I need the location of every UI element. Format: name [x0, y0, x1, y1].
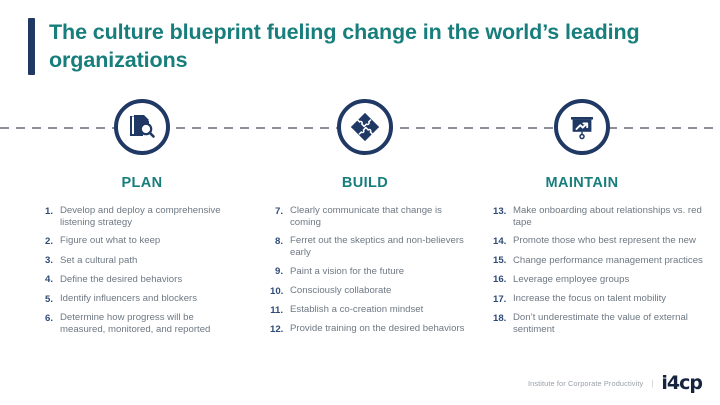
list-item: 16. Leverage employee groups — [493, 274, 712, 286]
list-item: 15. Change performance management practi… — [493, 255, 712, 267]
i4cp-logo: i4cp — [661, 372, 703, 394]
list-item: 13. Make onboarding about relationships … — [493, 205, 712, 228]
list-item-text: Identify influencers and blockers — [60, 293, 198, 305]
list-item: 4. Define the desired behaviors — [40, 274, 240, 286]
footer: Institute for Corporate Productivity | i… — [527, 372, 703, 394]
footer-organization-name: Institute for Corporate Productivity — [527, 379, 644, 388]
list-item-number: 10. — [270, 285, 284, 297]
list-item-text: Establish a co-creation mindset — [290, 304, 424, 316]
puzzle-diamond-icon — [351, 113, 379, 141]
column-maintain: 13. Make onboarding about relationships … — [475, 205, 720, 343]
stage-circle-plan[interactable] — [114, 99, 170, 155]
stage-circles — [0, 99, 720, 159]
list-item: 7. Clearly communicate that change is co… — [270, 205, 467, 228]
list-item-text: Ferret out the skeptics and non-believer… — [290, 235, 464, 259]
stage-label-plan: PLAN — [121, 175, 163, 191]
list-item-text: Develop and deploy a comprehensive liste… — [60, 205, 221, 228]
list-item-text: Provide training on the desired behavior… — [290, 323, 465, 335]
list-item-number: 2. — [44, 235, 53, 247]
stage-label-build: BUILD — [341, 175, 389, 191]
list-item-text: Increase the focus on talent mobility — [513, 293, 667, 305]
stage-circle-maintain[interactable] — [554, 99, 610, 155]
document-magnifier-icon — [127, 112, 157, 142]
list-item: 9. Paint a vision for the future — [270, 266, 467, 278]
list-item-number: 8. — [274, 235, 283, 247]
list-item-number: 4. — [44, 274, 53, 286]
list-item-number: 15. — [493, 255, 507, 267]
list-item-number: 17. — [493, 293, 507, 305]
list-item-text: Clearly communicate that change is comin… — [290, 205, 442, 228]
list-item-number: 6. — [44, 312, 53, 324]
stage-item-columns: 1. Develop and deploy a comprehensive li… — [0, 205, 720, 343]
stage-circle-build[interactable] — [337, 99, 393, 155]
list-item-number: 1. — [44, 205, 53, 217]
list-item-number: 3. — [44, 255, 53, 267]
list-item: 11. Establish a co-creation mindset — [270, 304, 467, 316]
list-item-number: 7. — [274, 205, 283, 217]
list-item: 6. Determine how progress will be measur… — [40, 312, 240, 335]
list-item-number: 11. — [270, 304, 283, 316]
stage-label-maintain: MAINTAIN — [545, 175, 619, 191]
title-accent-bar — [28, 18, 35, 75]
list-item-number: 16. — [493, 274, 507, 286]
list-item: 17. Increase the focus on talent mobilit… — [493, 293, 712, 305]
footer-separator: | — [651, 379, 654, 388]
list-item: 14. Promote those who best represent the… — [493, 235, 712, 247]
list-item: 2. Figure out what to keep — [40, 235, 240, 247]
page-title-block: The culture blueprint fueling change in … — [28, 18, 649, 75]
list-item-text: Change performance management practices — [513, 254, 703, 266]
list-item-number: 18. — [493, 312, 507, 324]
list-item-text: Don’t underestimate the value of externa… — [513, 312, 688, 335]
list-item: 12. Provide training on the desired beha… — [270, 323, 467, 335]
list-item: 8. Ferret out the skeptics and non-belie… — [270, 235, 467, 258]
list-item-text: Promote those who best represent the new — [513, 235, 696, 247]
column-plan: 1. Develop and deploy a comprehensive li… — [0, 205, 250, 343]
list-item-text: Set a cultural path — [60, 254, 138, 266]
list-item-text: Consciously collaborate — [290, 285, 392, 297]
list-item: 1. Develop and deploy a comprehensive li… — [40, 205, 240, 228]
list-item-text: Figure out what to keep — [60, 235, 161, 247]
list-item-number: 5. — [44, 293, 53, 305]
column-build: 7. Clearly communicate that change is co… — [250, 205, 475, 343]
presentation-chart-icon — [568, 113, 596, 141]
page-title: The culture blueprint fueling change in … — [49, 20, 640, 73]
list-item-number: 9. — [274, 266, 283, 278]
list-item-text: Make onboarding about relationships vs. … — [513, 205, 702, 228]
list-item: 3. Set a cultural path — [40, 255, 240, 267]
list-item: 10. Consciously collaborate — [270, 285, 467, 297]
list-item-number: 13. — [493, 205, 507, 217]
list-item: 5. Identify influencers and blockers — [40, 293, 240, 305]
list-item-text: Define the desired behaviors — [60, 273, 183, 285]
list-item-text: Determine how progress will be measured,… — [60, 312, 211, 335]
list-item-number: 12. — [270, 323, 284, 335]
list-item-text: Leverage employee groups — [513, 273, 630, 285]
list-item-number: 14. — [493, 235, 507, 247]
list-item-text: Paint a vision for the future — [290, 265, 405, 277]
list-item: 18. Don’t underestimate the value of ext… — [493, 312, 712, 335]
